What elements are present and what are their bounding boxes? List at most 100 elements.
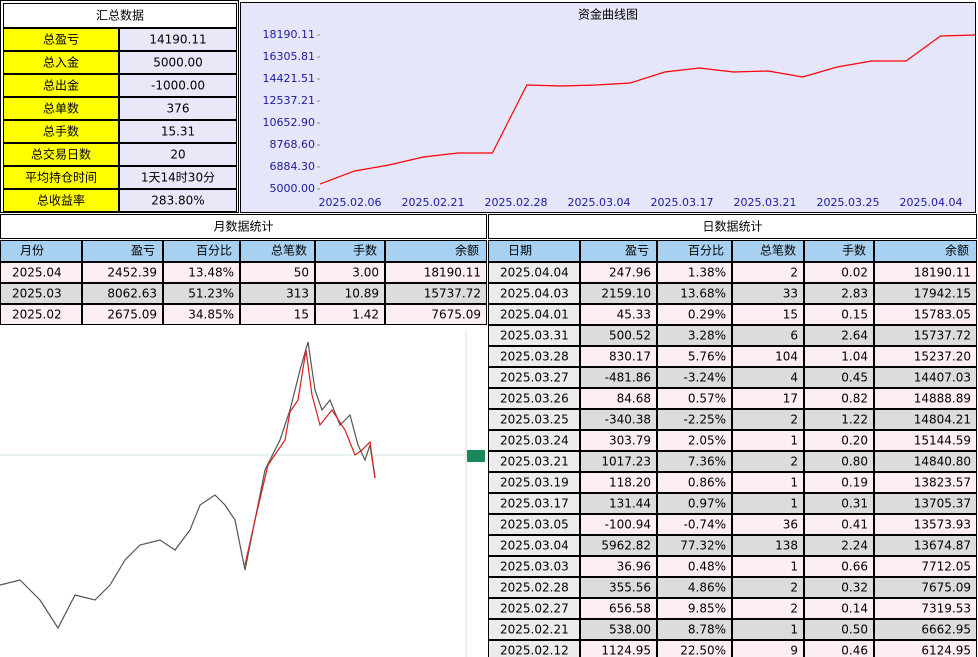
- table-cell: [82, 262, 163, 283]
- table-cell: [488, 451, 580, 472]
- table-cell: [580, 283, 657, 304]
- cell-text: 4.86%: [688, 581, 726, 595]
- summary-label: 总手数: [43, 124, 79, 139]
- cell-text: 8062.63: [107, 287, 157, 301]
- header-cell: [240, 240, 315, 262]
- equity-chart: 资金曲线图 5000.00 6884.30 8768.60 10652.90 12537.…: [240, 2, 976, 213]
- cell-text: 4: [790, 371, 798, 385]
- table-cell: [657, 493, 732, 514]
- table-cell: [488, 388, 580, 409]
- cell-text: 22.50%: [680, 644, 726, 657]
- table-cell: [580, 472, 657, 493]
- cell-text: 2025.03.31: [500, 329, 569, 343]
- table-cell: [657, 619, 732, 640]
- cell-text: 15737.72: [914, 329, 971, 343]
- table-cell: [657, 472, 732, 493]
- header-cell: [657, 240, 732, 262]
- cell-text: 1: [790, 434, 798, 448]
- cell-text: 830.17: [609, 350, 651, 364]
- table-cell: [874, 619, 977, 640]
- table-cell: [0, 283, 82, 304]
- table-cell: [732, 451, 804, 472]
- table-cell: [874, 535, 977, 556]
- cell-text: 7712.05: [921, 560, 971, 574]
- header-cell: [315, 240, 385, 262]
- summary-value: 20: [170, 148, 185, 162]
- cell-text: 7675.09: [921, 581, 971, 595]
- cell-text: 2: [790, 266, 798, 280]
- table-cell: [580, 451, 657, 472]
- x-tick-label: 2025.03.04: [568, 196, 631, 209]
- table-cell: [657, 577, 732, 598]
- table-cell: [488, 493, 580, 514]
- cell-text: 2025.03.19: [500, 476, 569, 490]
- table-cell: [874, 493, 977, 514]
- table-cell: [804, 640, 874, 657]
- header-cell: [580, 240, 657, 262]
- cell-text: 14407.03: [914, 371, 971, 385]
- cell-text: 36: [783, 518, 798, 532]
- table-cell: [580, 493, 657, 514]
- table-cell: [804, 577, 874, 598]
- summary-title-cell: [3, 3, 237, 28]
- table-cell: [580, 640, 657, 657]
- table-cell: [0, 304, 82, 325]
- overlay-price-red: [244, 349, 376, 566]
- cell-text: 13.68%: [680, 287, 726, 301]
- table-cell: [580, 577, 657, 598]
- cell-text: 2.24: [841, 539, 868, 553]
- table-cell: [488, 304, 580, 325]
- table-cell: [874, 304, 977, 325]
- cell-text: 2025.04.03: [500, 287, 569, 301]
- table-cell: [580, 514, 657, 535]
- summary-value: 1天14时30分: [141, 171, 215, 185]
- summary-label-cell: [3, 97, 119, 120]
- table-cell: [488, 640, 580, 657]
- table-cell: [657, 430, 732, 451]
- y-tick-label: 5000.00: [270, 182, 316, 195]
- cell-text: 15237.20: [914, 350, 971, 364]
- summary-label-cell: [3, 166, 119, 189]
- cell-text: 15783.05: [914, 308, 971, 322]
- table-cell: [804, 598, 874, 619]
- cell-text: 13573.93: [914, 518, 971, 532]
- summary-value-cell: [119, 189, 237, 212]
- table-cell: [804, 472, 874, 493]
- cell-text: 3.00: [352, 266, 379, 280]
- cell-text: 0.41: [841, 518, 868, 532]
- table-cell: [0, 262, 82, 283]
- cell-text: 8.78%: [688, 623, 726, 637]
- table-cell: [580, 262, 657, 283]
- table-cell: [580, 598, 657, 619]
- column-header: 百分比: [688, 244, 724, 258]
- cell-text: 2.83: [841, 287, 868, 301]
- cell-text: 247.96: [609, 266, 651, 280]
- table-cell: [580, 367, 657, 388]
- table-cell: [385, 304, 487, 325]
- cell-text: 2: [790, 581, 798, 595]
- header-cell: [0, 240, 82, 262]
- cell-text: 2: [790, 413, 798, 427]
- table-cell: [874, 451, 977, 472]
- cell-text: 2025.03.05: [500, 518, 569, 532]
- cell-text: 0.19: [841, 476, 868, 490]
- cell-text: 313: [286, 287, 309, 301]
- cell-text: 1: [790, 560, 798, 574]
- summary-label-cell: [3, 143, 119, 166]
- cell-text: 2025.03.26: [500, 392, 569, 406]
- overlay-price-tag: [467, 450, 485, 462]
- cell-text: 0.29%: [688, 308, 726, 322]
- table-cell: [657, 283, 732, 304]
- equity-line: [319, 34, 976, 185]
- table-cell: [804, 262, 874, 283]
- table-cell: [315, 283, 385, 304]
- table-cell: [657, 388, 732, 409]
- table-cell: [804, 556, 874, 577]
- table-cell: [657, 367, 732, 388]
- cell-text: 355.56: [609, 581, 651, 595]
- table-cell: [732, 430, 804, 451]
- cell-text: 6662.95: [921, 623, 971, 637]
